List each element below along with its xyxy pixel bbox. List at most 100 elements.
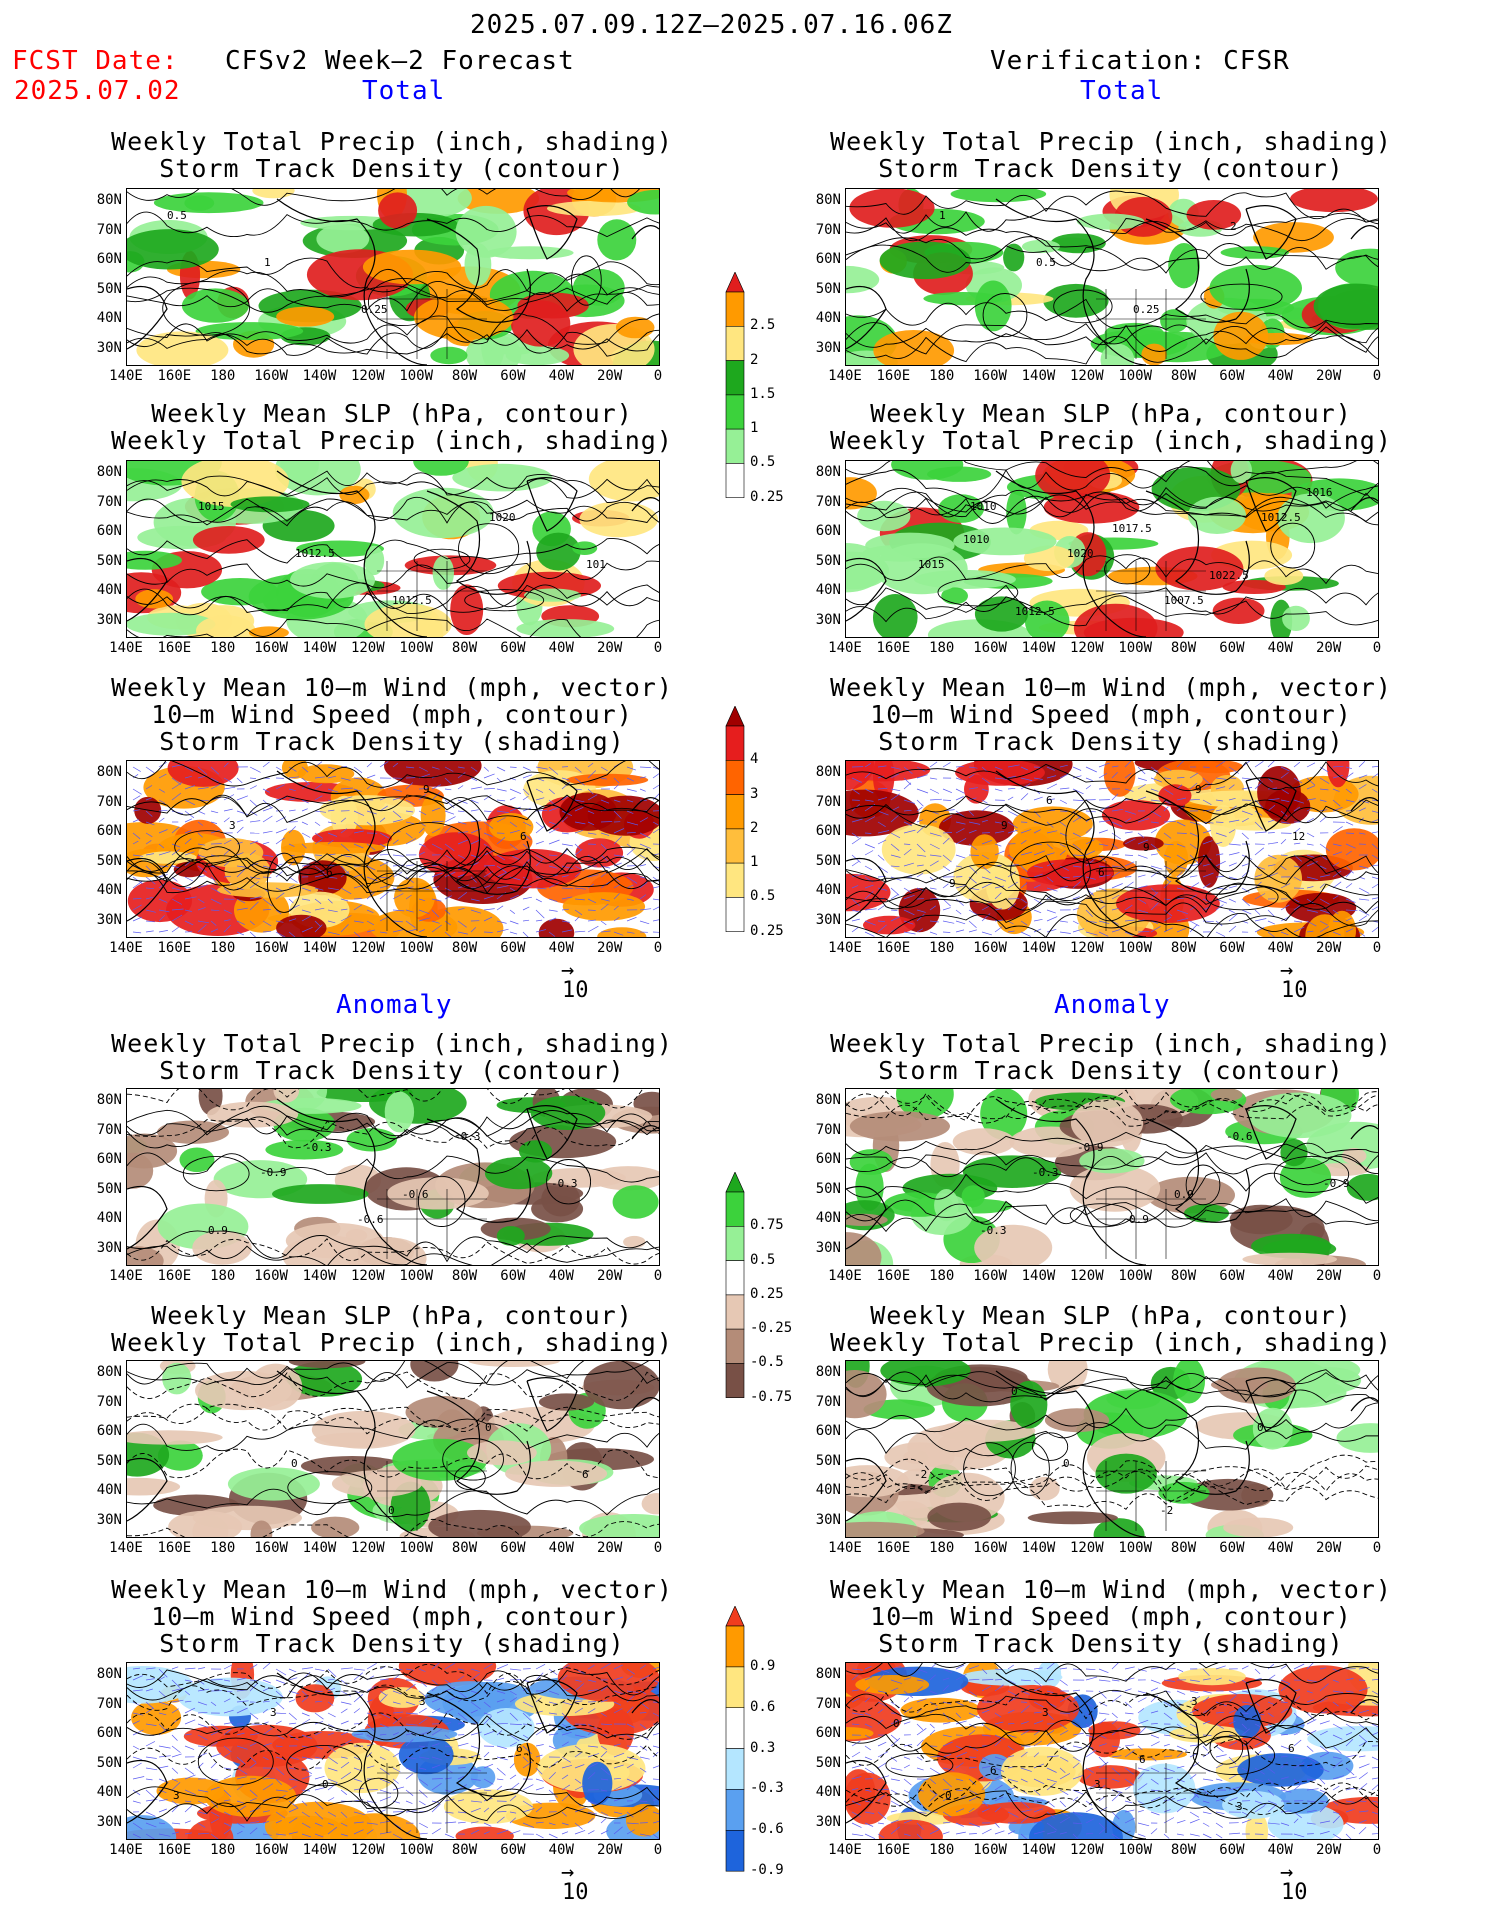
shading-cell xyxy=(249,1363,303,1411)
shading-cell xyxy=(517,292,589,319)
shading-cell xyxy=(953,527,1057,556)
shading-cell xyxy=(1325,828,1378,871)
coastline xyxy=(127,1098,659,1265)
lat-tick-label: 50N xyxy=(96,1754,122,1771)
shading-cell xyxy=(1182,1478,1274,1511)
contour-loop xyxy=(1010,841,1091,901)
lat-tick-label: 50N xyxy=(815,552,841,569)
panel-title: Weekly Total Precip (inch, shading) xyxy=(830,127,1392,156)
colorbar-segment xyxy=(725,325,745,361)
shading-cell xyxy=(1245,1812,1269,1839)
contour-label: 0.5 xyxy=(167,209,187,222)
contour-label: 1015 xyxy=(198,500,225,513)
contour-label: 9 xyxy=(1195,783,1202,796)
shading-cell xyxy=(127,1477,181,1496)
lon-tick-label: 60W xyxy=(500,368,526,384)
shading-cell xyxy=(413,461,469,476)
contour-line xyxy=(127,1152,659,1183)
shading-cell xyxy=(1210,1089,1243,1102)
lon-tick-label: 80W xyxy=(451,1268,478,1284)
shading-cell xyxy=(846,1521,925,1537)
contour-line xyxy=(846,1131,1378,1160)
shading-cell xyxy=(387,1177,489,1210)
lon-tick-label: 20W xyxy=(1315,640,1342,656)
shading-cell xyxy=(1188,761,1244,774)
shading-cell xyxy=(1103,761,1136,797)
panel-title: Weekly Mean SLP (hPa, contour) xyxy=(151,1301,633,1330)
contour-line xyxy=(127,1715,659,1742)
shading-cell xyxy=(524,588,581,602)
shading-cell xyxy=(127,1152,154,1189)
shading-cell xyxy=(538,918,575,937)
shading-cell xyxy=(1076,213,1145,230)
lat-tick-label: 70N xyxy=(96,221,122,238)
lon-tick-label: 120W xyxy=(1069,640,1104,656)
shading-cell xyxy=(127,1815,177,1839)
shading-cell xyxy=(1168,243,1200,289)
lon-tick-label: 180 xyxy=(929,1842,955,1858)
shading-cell xyxy=(980,1089,1028,1140)
lat-tick-label: 80N xyxy=(815,1364,841,1380)
colorbar-segment xyxy=(725,1707,745,1749)
shading-cell xyxy=(364,603,452,637)
shading-cell xyxy=(846,1232,882,1265)
lon-tick-label: 160E xyxy=(876,1268,911,1284)
map-panel: 1 0.5 0.25 2 xyxy=(845,188,1379,366)
shading-cell xyxy=(530,1095,606,1130)
contour-label: 3 xyxy=(173,1789,180,1802)
colorbar-label: 0.3 xyxy=(750,1739,776,1756)
colorbar-segment xyxy=(725,1789,745,1831)
shading-cell xyxy=(127,1666,193,1704)
lon-tick-label: 120W xyxy=(1069,940,1104,956)
lat-tick-label: 40N xyxy=(815,310,841,326)
shading-cell xyxy=(1298,1367,1362,1394)
coastline xyxy=(846,1098,1378,1265)
shading-cell xyxy=(923,292,1003,306)
lon-tick-label: 40W xyxy=(548,1842,574,1858)
panel-title: Storm Track Density (contour) xyxy=(878,154,1344,183)
contour-line xyxy=(127,1110,659,1140)
lon-tick-label: 80W xyxy=(1170,368,1197,384)
contour-label: 6 xyxy=(990,1764,997,1777)
contour-line xyxy=(846,1790,1378,1819)
lat-tick-label: 70N xyxy=(96,493,122,510)
colorbar xyxy=(724,1171,746,1436)
lon-tick-label: 40W xyxy=(548,640,574,656)
shading-cell xyxy=(392,1438,488,1481)
shading-cell xyxy=(1223,1517,1294,1537)
shading-cell xyxy=(849,1149,893,1175)
lon-tick-label: 160E xyxy=(876,1842,911,1858)
coastline xyxy=(846,1370,1378,1537)
contour-label: 3 xyxy=(1042,1706,1049,1719)
shading-cell xyxy=(927,1502,992,1531)
shading-cell xyxy=(896,1089,954,1119)
contour-line xyxy=(127,1371,659,1401)
colorbar-label: -0.25 xyxy=(750,1320,793,1337)
contour-line xyxy=(846,494,1378,524)
lon-tick-label: 120W xyxy=(350,1268,385,1284)
contour-line xyxy=(127,1116,659,1149)
lon-tick-label: 140E xyxy=(828,640,862,656)
shading-cell xyxy=(420,794,446,837)
contour-loop xyxy=(417,1175,466,1227)
lon-tick-label: 40W xyxy=(548,1268,574,1284)
contour-line xyxy=(846,320,1378,348)
lon-tick-label: 160W xyxy=(973,368,1007,384)
contour-loop xyxy=(442,1438,504,1481)
contour-line xyxy=(846,1773,1378,1807)
shading-cell xyxy=(623,1235,646,1249)
lat-tick-label: 30N xyxy=(815,1239,841,1256)
colorbar-label: 0.25 xyxy=(750,922,784,939)
contour-loop xyxy=(387,822,471,873)
shading-cell xyxy=(579,501,658,538)
lon-tick-label: 160W xyxy=(973,640,1007,656)
contour-loop xyxy=(885,1753,954,1778)
lat-tick-label: 80N xyxy=(96,764,122,780)
lon-tick-label: 100W xyxy=(399,640,434,656)
shading-cell xyxy=(410,1361,459,1382)
lat-tick-label: 30N xyxy=(96,1239,122,1256)
colorbar-segment xyxy=(725,1363,745,1398)
panel-title: Weekly Mean SLP (hPa, contour) xyxy=(151,399,633,428)
lon-tick-label: 0 xyxy=(653,1268,663,1284)
colorbar-label: 0.9 xyxy=(750,1657,776,1674)
